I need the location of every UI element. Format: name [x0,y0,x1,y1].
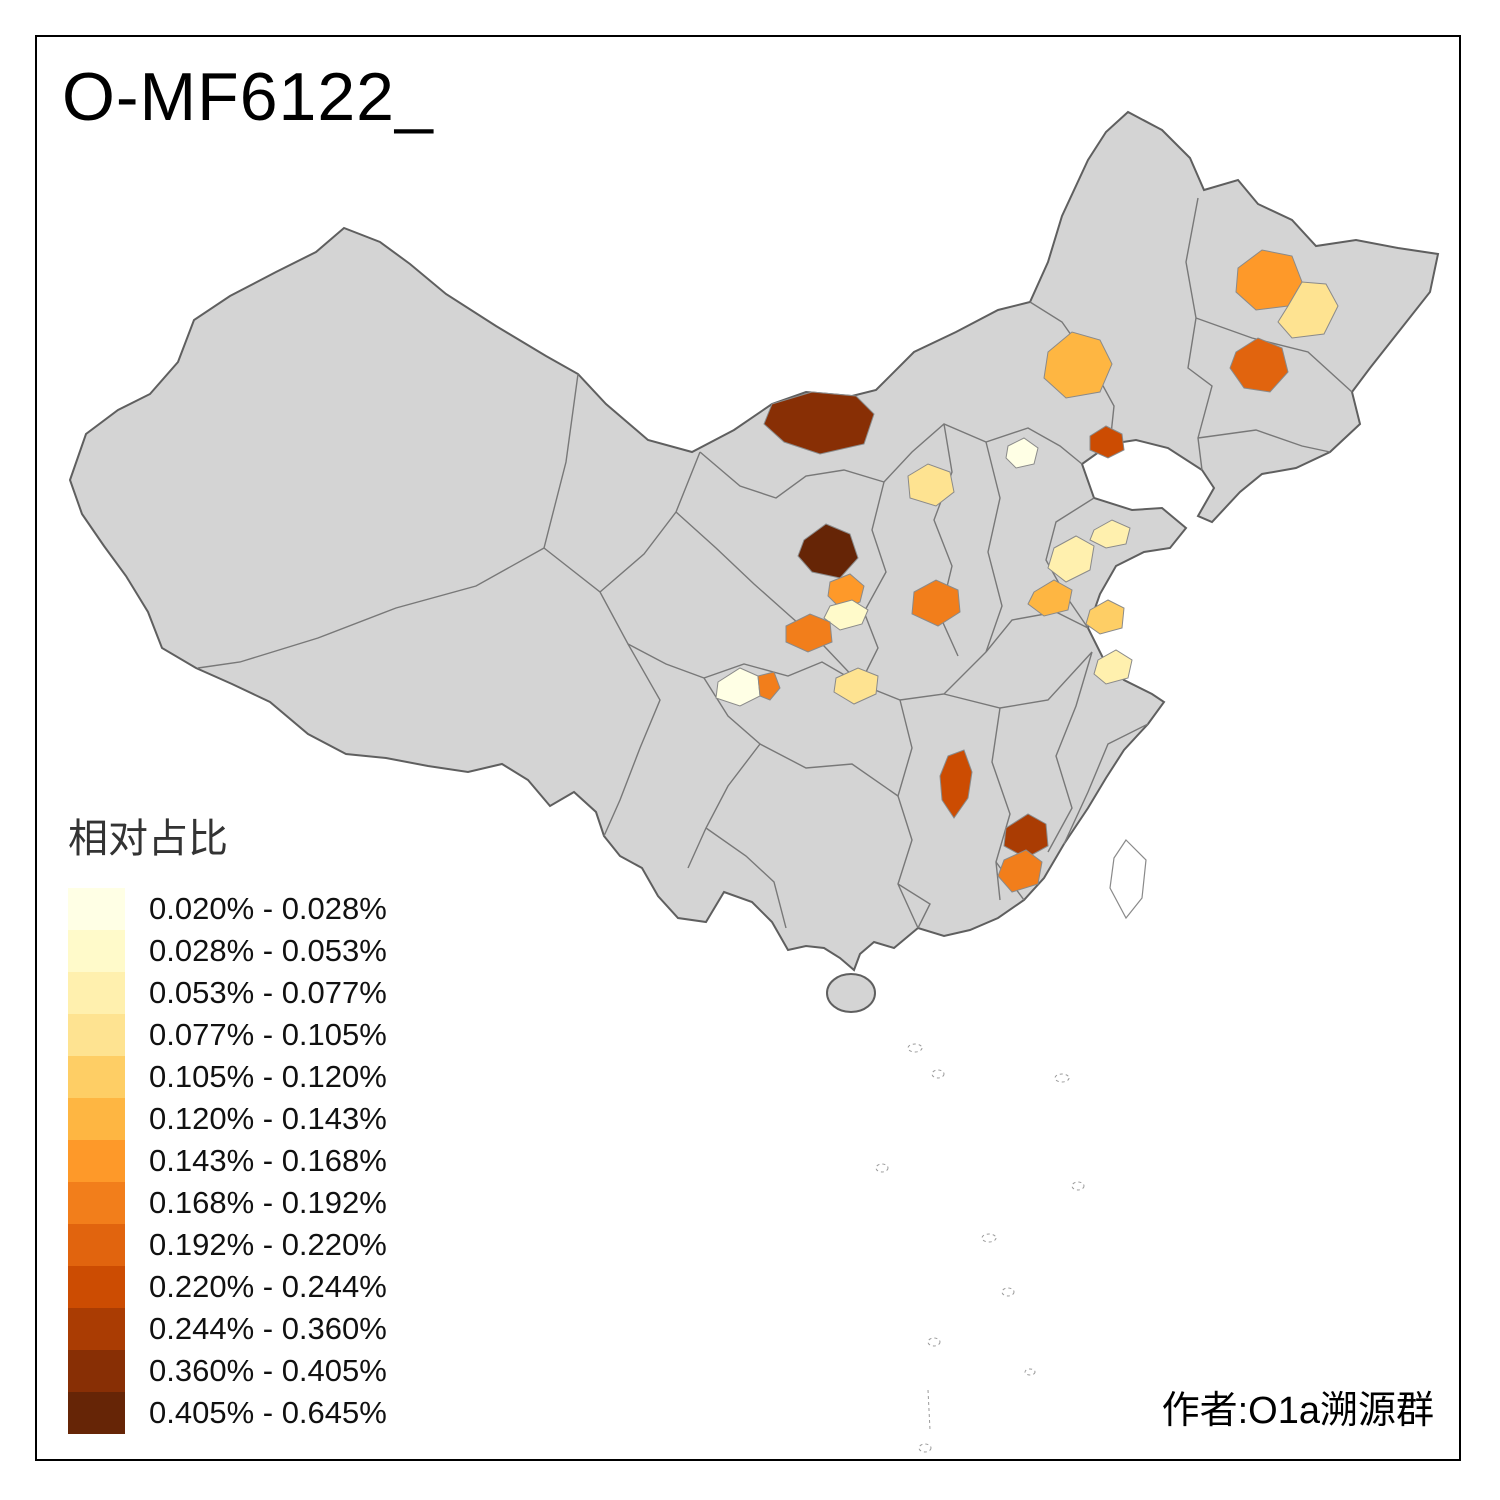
map-region [1003,813,1049,859]
map-region [1085,599,1125,635]
map-region [1093,649,1133,685]
legend: 相对占比 0.020% - 0.028% 0.028% - 0.053% 0.0… [68,806,387,1434]
legend-item: 0.020% - 0.028% [68,888,387,930]
map-region [757,671,781,701]
legend-item: 0.405% - 0.645% [68,1392,387,1434]
legend-item: 0.077% - 0.105% [68,1014,387,1056]
map-region [997,849,1043,893]
china-mainland [68,110,1440,972]
map-region [911,579,961,627]
legend-swatch-color [68,1056,125,1098]
legend-label: 0.028% - 0.053% [149,933,387,968]
page-title: O-MF6122_ [62,59,434,135]
map-region [1089,519,1131,549]
legend-swatch [68,1266,125,1308]
map-region [827,573,865,611]
legend-label: 0.020% - 0.028% [149,891,387,926]
legend-swatch-color [68,1182,125,1224]
legend-swatch-color [68,888,125,930]
legend-item: 0.143% - 0.168% [68,1140,387,1182]
legend-label: 0.405% - 0.645% [149,1395,387,1430]
map-region [1277,281,1339,339]
legend-label: 0.168% - 0.192% [149,1185,387,1220]
legend-swatch-color [68,1308,125,1350]
hainan-island [826,973,876,1013]
legend-swatch [68,1350,125,1392]
legend-label: 0.244% - 0.360% [149,1311,387,1346]
legend-item: 0.028% - 0.053% [68,930,387,972]
figure-border [35,35,1461,1461]
legend-swatch [68,1056,125,1098]
map-region [939,749,973,819]
map-region [1089,425,1125,459]
map-region [823,599,869,631]
map-region [785,613,833,653]
legend-swatch [68,1182,125,1224]
map-region [1005,437,1039,469]
legend-swatch-color [68,1140,125,1182]
legend-item: 0.192% - 0.220% [68,1224,387,1266]
map-region [833,667,879,705]
legend-swatch [68,1392,125,1434]
legend-swatch [68,930,125,972]
legend-swatch-color [68,1224,125,1266]
legend-label: 0.143% - 0.168% [149,1143,387,1178]
legend-swatch-color [68,972,125,1014]
legend-label: 0.192% - 0.220% [149,1227,387,1262]
legend-swatch [68,1098,125,1140]
legend-label: 0.220% - 0.244% [149,1269,387,1304]
legend-item: 0.360% - 0.405% [68,1350,387,1392]
map-region [1229,337,1289,393]
south-china-sea-islands [875,1043,1085,1453]
choropleth-regions [715,249,1339,893]
legend-label: 0.053% - 0.077% [149,975,387,1010]
map-region [1047,535,1095,583]
legend-item: 0.120% - 0.143% [68,1098,387,1140]
legend-swatch-color [68,1392,125,1434]
legend-swatch [68,1140,125,1182]
map-region [797,523,859,579]
taiwan-island [1109,839,1147,920]
legend-swatch-color [68,1098,125,1140]
legend-item: 0.220% - 0.244% [68,1266,387,1308]
map-region [1027,579,1073,617]
legend-title: 相对占比 [68,817,228,861]
legend-item: 0.244% - 0.360% [68,1308,387,1350]
legend-label: 0.120% - 0.143% [149,1101,387,1136]
legend-swatch [68,1224,125,1266]
legend-swatch-color [68,1266,125,1308]
attribution-text: 作者:O1a溯源群 [1161,1390,1434,1432]
map-region [907,463,955,507]
legend-item: 0.053% - 0.077% [68,972,387,1014]
legend-swatch [68,1308,125,1350]
legend-swatch-color [68,1350,125,1392]
map-region [1043,331,1113,399]
legend-swatch [68,972,125,1014]
legend-swatch [68,1014,125,1056]
legend-swatch [68,888,125,930]
legend-swatch-color [68,1014,125,1056]
legend-label: 0.077% - 0.105% [149,1017,387,1052]
legend-swatch-color [68,930,125,972]
legend-item: 0.168% - 0.192% [68,1182,387,1224]
legend-item: 0.105% - 0.120% [68,1056,387,1098]
legend-label: 0.360% - 0.405% [149,1353,387,1388]
legend-label: 0.105% - 0.120% [149,1059,387,1094]
map-region [763,391,875,455]
